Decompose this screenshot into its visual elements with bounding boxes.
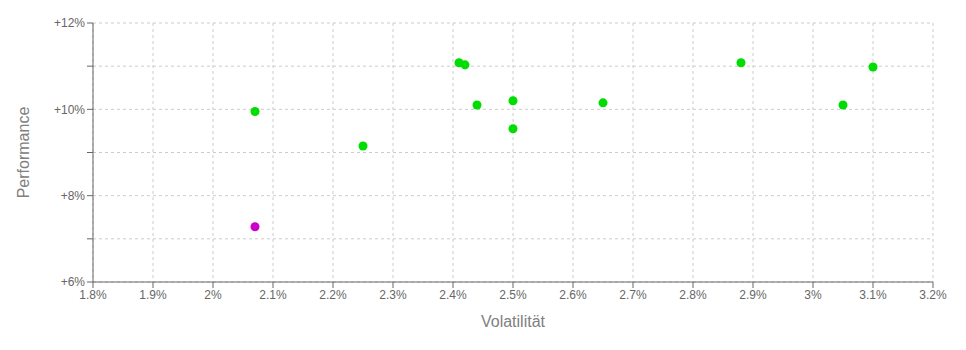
svg-text:1.8%: 1.8% <box>79 288 107 302</box>
svg-text:+8%: +8% <box>61 189 86 203</box>
svg-text:+12%: +12% <box>54 16 85 30</box>
svg-text:2.9%: 2.9% <box>739 288 767 302</box>
svg-text:+10%: +10% <box>54 103 85 117</box>
svg-text:2.4%: 2.4% <box>439 288 467 302</box>
svg-text:2%: 2% <box>204 288 222 302</box>
svg-text:Volatilität: Volatilität <box>481 313 546 330</box>
svg-text:2.8%: 2.8% <box>679 288 707 302</box>
svg-text:Performance: Performance <box>15 107 32 199</box>
svg-text:3.1%: 3.1% <box>859 288 887 302</box>
svg-text:1.9%: 1.9% <box>139 288 167 302</box>
svg-text:2.6%: 2.6% <box>559 288 587 302</box>
svg-text:3%: 3% <box>804 288 822 302</box>
svg-text:2.3%: 2.3% <box>379 288 407 302</box>
svg-text:+6%: +6% <box>61 275 86 289</box>
svg-text:3.2%: 3.2% <box>919 288 947 302</box>
svg-text:2.2%: 2.2% <box>319 288 347 302</box>
svg-text:2.7%: 2.7% <box>619 288 647 302</box>
svg-text:2.5%: 2.5% <box>499 288 527 302</box>
svg-text:2.1%: 2.1% <box>259 288 287 302</box>
